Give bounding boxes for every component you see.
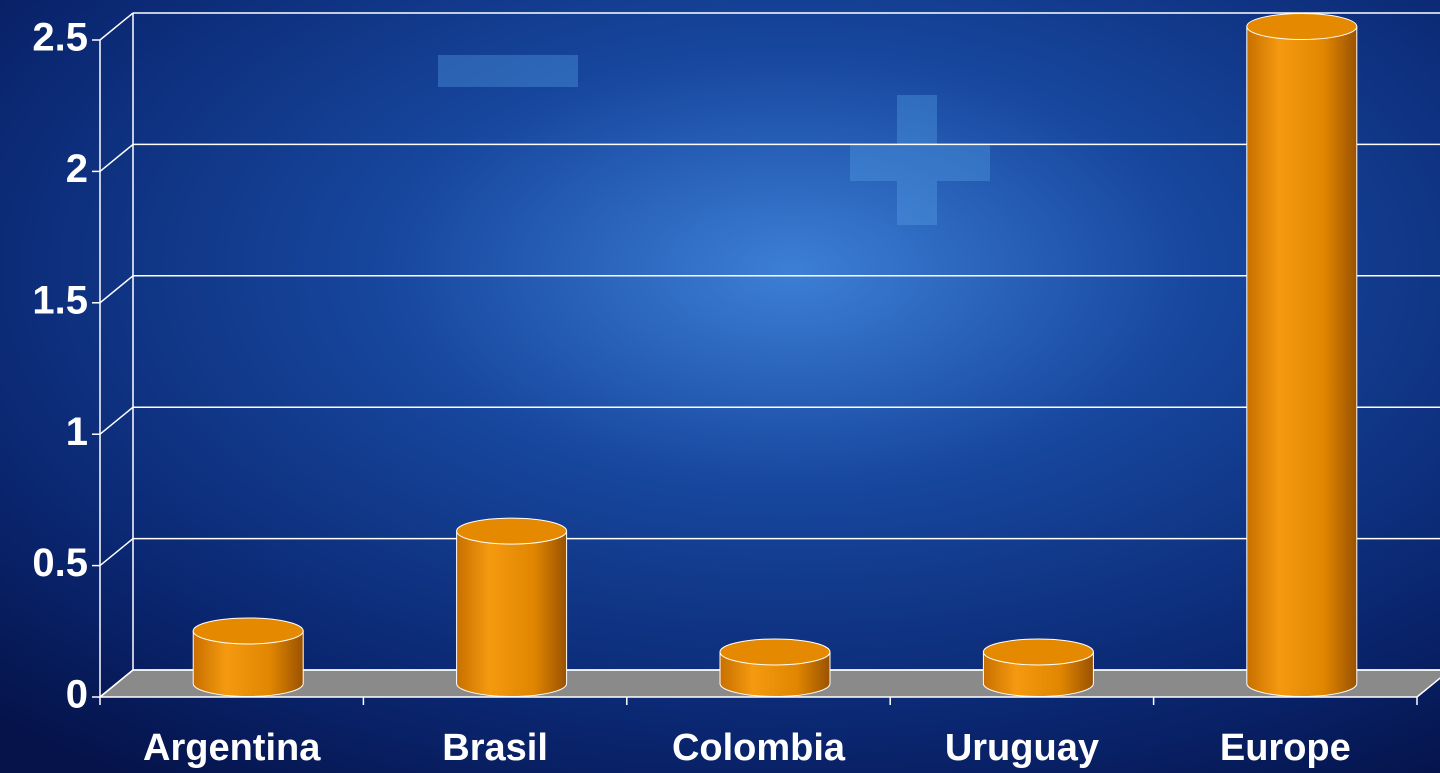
- grid-line-side: [99, 669, 134, 698]
- decor: [438, 55, 990, 225]
- y-tick-label: 0: [66, 673, 88, 717]
- bar: [192, 630, 304, 697]
- x-tick-label: Brasil: [442, 727, 548, 769]
- x-tick-label: Colombia: [672, 727, 846, 769]
- y-tick-label: 1: [66, 410, 88, 454]
- y-tick-label: 0.5: [32, 541, 88, 585]
- bar-top: [192, 617, 304, 645]
- y-tick-label: 2.5: [32, 16, 88, 60]
- y-tick-label: 2: [66, 147, 88, 191]
- grid-line-side: [99, 143, 134, 172]
- grid-line-side: [99, 275, 134, 304]
- bar-top: [719, 638, 831, 666]
- x-tick-label: Argentina: [143, 727, 321, 769]
- x-tick-label: Europe: [1220, 727, 1351, 769]
- grid-line-side: [99, 12, 134, 41]
- grid-line-side: [99, 406, 134, 435]
- grid-line-side: [99, 538, 134, 567]
- bar-top: [1246, 13, 1358, 40]
- y-tick-label: 1.5: [32, 278, 88, 322]
- bar-top: [456, 517, 568, 545]
- bar-top: [982, 638, 1094, 666]
- x-tick-label: Uruguay: [945, 727, 1099, 769]
- bar: [456, 530, 568, 697]
- bar: [1246, 26, 1358, 697]
